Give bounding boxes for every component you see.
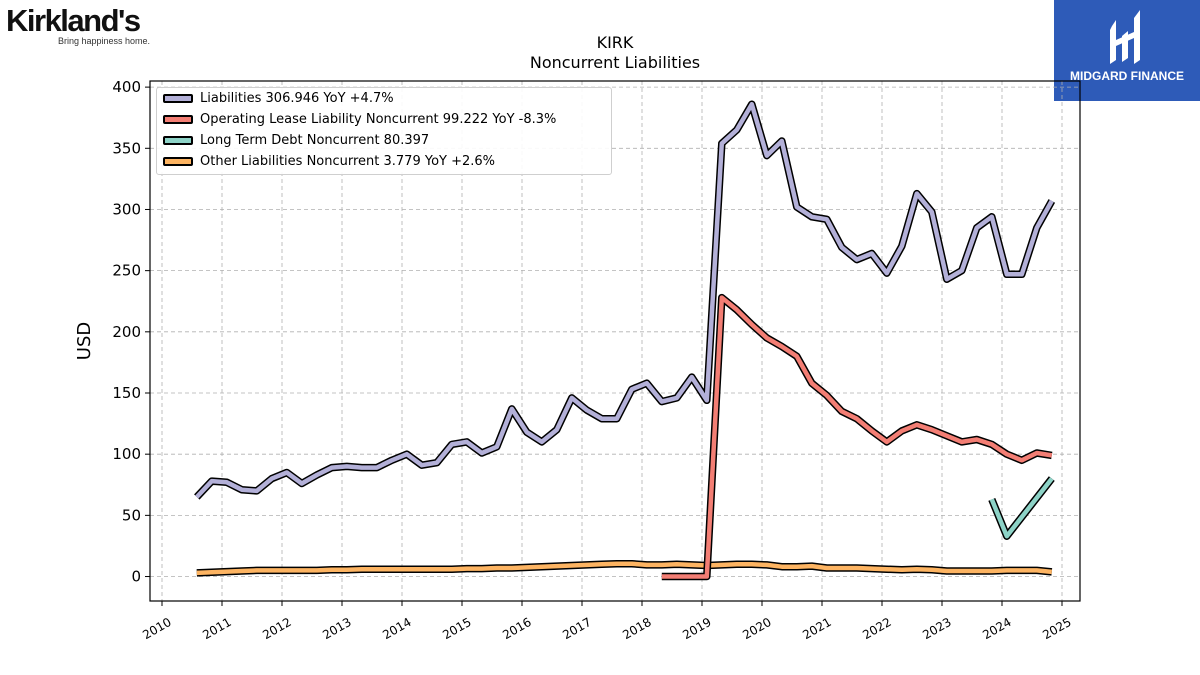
- y-tick-label: 50: [122, 506, 141, 524]
- legend-item-long-term-debt: Long Term Debt Noncurrent 80.397: [163, 133, 429, 148]
- y-tick-label: 350: [112, 139, 141, 157]
- kirklands-logo: Kirkland's Bring happiness home.: [6, 3, 151, 47]
- y-tick-label: 400: [112, 78, 141, 96]
- y-tick-label: 200: [112, 323, 141, 341]
- midgard-name: MIDGARD FINANCE: [1070, 69, 1184, 83]
- legend-label: Other Liabilities Noncurrent 3.779 YoY +…: [200, 154, 496, 169]
- x-tick-label: 2014: [380, 615, 413, 642]
- x-tick-label: 2017: [560, 615, 593, 642]
- chart-legend: Liabilities 306.946 YoY +4.7% Operating …: [156, 87, 612, 175]
- brand-tagline: Bring happiness home.: [58, 36, 151, 46]
- x-tick-label: 2022: [860, 615, 893, 642]
- x-tick-label: 2023: [920, 615, 953, 642]
- plot-frame: [149, 80, 1081, 602]
- legend-item-liabilities: Liabilities 306.946 YoY +4.7%: [163, 91, 394, 106]
- series-line-operating-lease: [661, 295, 1053, 579]
- y-tick-label: 150: [112, 384, 141, 402]
- x-tick-label: 2021: [800, 615, 833, 642]
- y-tick-label: 0: [131, 568, 141, 586]
- legend-swatch: [163, 157, 193, 166]
- chart-subtitle: Noncurrent Liabilities: [529, 53, 701, 72]
- x-tick-label: 2011: [200, 615, 233, 642]
- chart-title: KIRK: [596, 33, 634, 52]
- x-tick-label: 2015: [440, 615, 473, 642]
- legend-swatch: [163, 94, 193, 103]
- series-line-long-term-debt: [989, 477, 1054, 539]
- x-tick-label: 2013: [320, 615, 353, 642]
- y-tick-label: 100: [112, 445, 141, 463]
- legend-swatch: [163, 136, 193, 145]
- y-tick-label: 250: [112, 262, 141, 280]
- x-tick-label: 2019: [680, 615, 713, 642]
- legend-swatch: [163, 115, 193, 124]
- x-tick-label: 2018: [620, 615, 653, 642]
- x-tick-label: 2016: [500, 615, 533, 642]
- legend-label: Long Term Debt Noncurrent 80.397: [200, 133, 430, 148]
- legend-label: Liabilities 306.946 YoY +4.7%: [200, 91, 394, 106]
- x-tick-label: 2025: [1040, 615, 1073, 642]
- x-tick-label: 2012: [260, 615, 293, 642]
- series-line-liabilities: [195, 101, 1054, 499]
- x-tick-label: 2010: [140, 615, 173, 642]
- series-line-other-liabilities: [196, 561, 1053, 576]
- x-tick-label: 2024: [980, 615, 1013, 642]
- brand-name: Kirkland's: [6, 3, 141, 38]
- x-tick-label: 2020: [740, 615, 773, 642]
- legend-label: Operating Lease Liability Noncurrent 99.…: [200, 112, 557, 127]
- legend-item-operating-lease: Operating Lease Liability Noncurrent 99.…: [163, 112, 556, 127]
- y-tick-label: 300: [112, 200, 141, 218]
- y-axis-label: USD: [74, 322, 95, 360]
- midgard-emblem-icon: [1110, 10, 1140, 64]
- legend-item-other-liabilities: Other Liabilities Noncurrent 3.779 YoY +…: [163, 154, 495, 169]
- midgard-finance-logo: MIDGARD FINANCE: [1054, 0, 1200, 101]
